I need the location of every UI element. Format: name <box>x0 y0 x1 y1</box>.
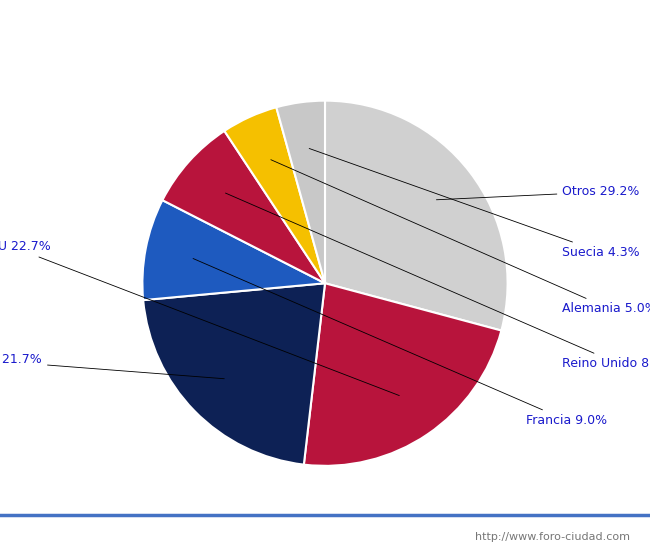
Wedge shape <box>143 283 325 465</box>
Text: Suecia 4.3%: Suecia 4.3% <box>309 148 640 258</box>
Wedge shape <box>276 101 325 283</box>
Text: Francia 9.0%: Francia 9.0% <box>193 258 607 427</box>
Wedge shape <box>142 200 325 300</box>
Wedge shape <box>162 131 325 283</box>
Wedge shape <box>304 283 501 466</box>
Text: Alemania 5.0%: Alemania 5.0% <box>271 160 650 315</box>
Text: Reino Unido 8.2%: Reino Unido 8.2% <box>226 193 650 370</box>
Text: Países Bajos 21.7%: Países Bajos 21.7% <box>0 354 224 379</box>
Text: Otros 29.2%: Otros 29.2% <box>436 185 640 200</box>
Text: Arahal - Turistas extranjeros según país - Abril de 2024: Arahal - Turistas extranjeros según país… <box>54 18 596 37</box>
Wedge shape <box>325 101 508 331</box>
Text: EEUU 22.7%: EEUU 22.7% <box>0 240 399 395</box>
Wedge shape <box>224 107 325 283</box>
Text: http://www.foro-ciudad.com: http://www.foro-ciudad.com <box>476 531 630 542</box>
